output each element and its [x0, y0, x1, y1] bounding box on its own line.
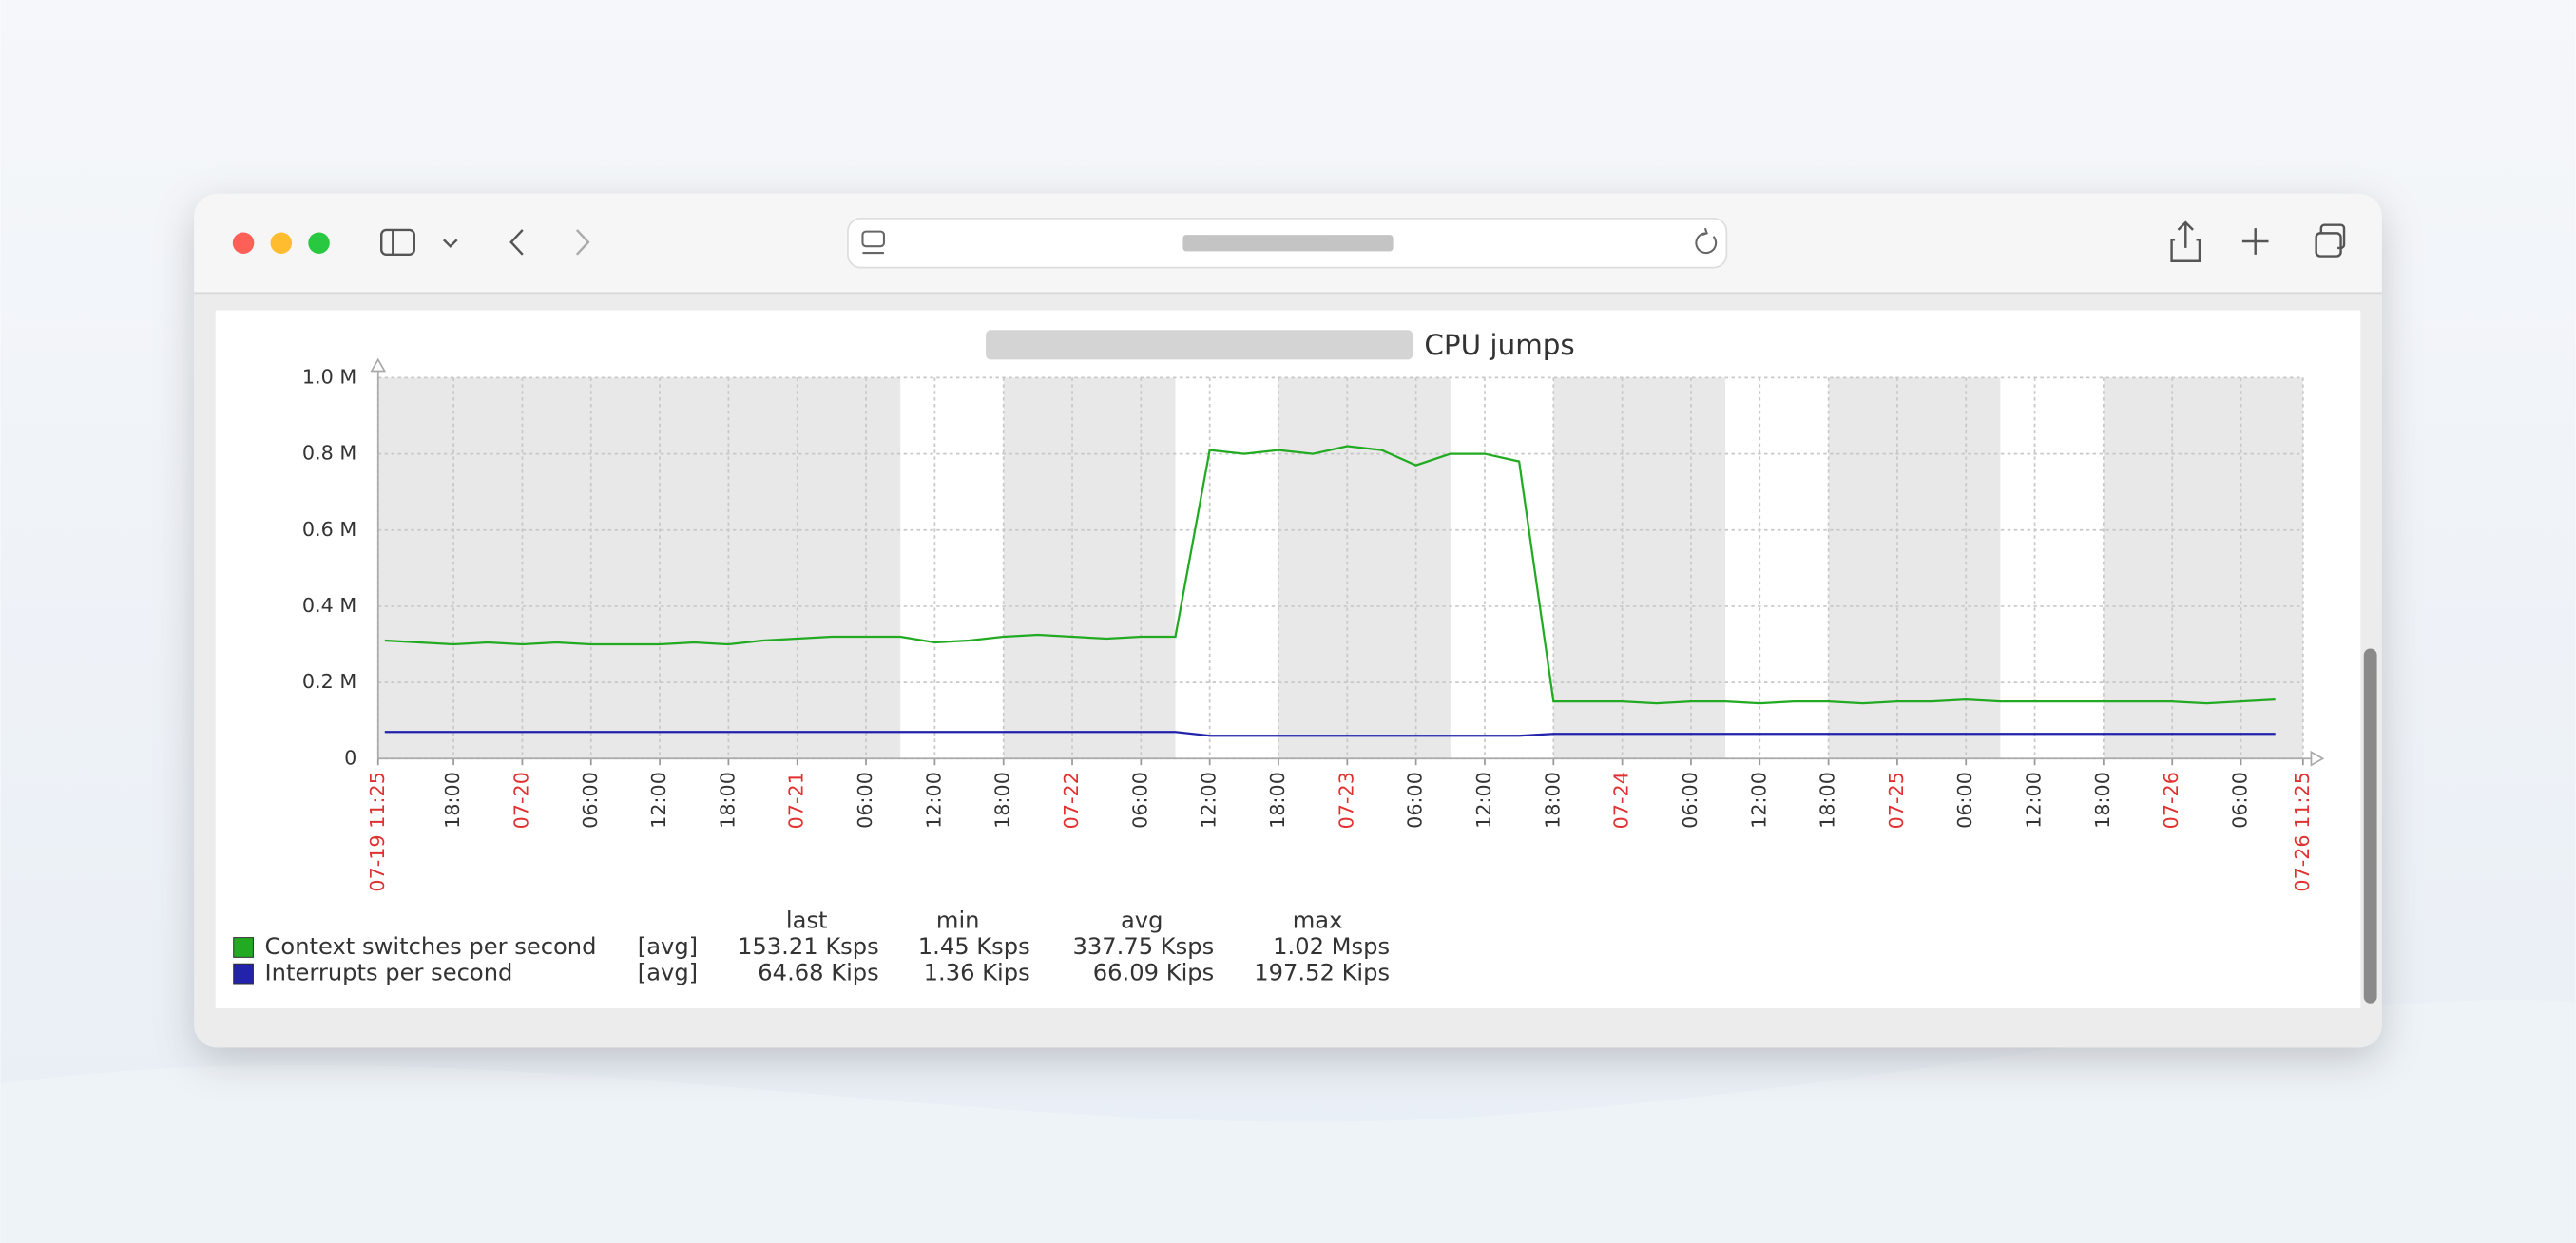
legend-column-header: avg: [1121, 907, 1163, 933]
legend-stat: 337.75 Ksps: [1072, 933, 1214, 960]
legend-stat: 1.02 Msps: [1273, 933, 1390, 960]
legend-stat: 64.68 Kips: [758, 960, 878, 986]
x-tick-label: 12:00: [1747, 772, 1770, 829]
x-tick-label: 06:00: [1128, 772, 1151, 829]
legend-function: [avg]: [638, 960, 698, 986]
series-line: [384, 731, 2276, 737]
x-tick-label: 06:00: [1953, 772, 1976, 829]
x-tick-label: 12:00: [647, 772, 670, 829]
reload-button[interactable]: [1695, 227, 1718, 255]
x-tick-label: 07-22: [1060, 772, 1083, 829]
legend-stat: 1.45 Ksps: [918, 933, 1030, 960]
x-tick-label: 12:00: [1472, 772, 1495, 829]
tab-overview-button[interactable]: [2315, 223, 2346, 258]
x-tick-label: 18:00: [441, 772, 464, 829]
zoom-button[interactable]: [308, 232, 330, 254]
new-tab-button[interactable]: [2241, 228, 2269, 255]
y-tick-label: 0: [344, 746, 356, 769]
x-tick-label: 07-20: [509, 772, 532, 829]
shaded-period: [1828, 377, 2001, 759]
chart: 0 0.2 M 0.4 M 0.6 M 0.8 M 1.0 M 07-19 11:25 18:…: [233, 357, 2325, 986]
legend-stat: 66.09 Kips: [1093, 960, 1214, 986]
x-tick-label: 07-26 11:25: [2291, 772, 2314, 892]
toolbar-icons: [380, 220, 2346, 262]
legend-swatch: [233, 963, 254, 985]
y-tick-label: 0.8 M: [302, 442, 356, 465]
x-tick-label: 07-21: [785, 772, 808, 829]
x-tick-label: 18:00: [1266, 772, 1289, 829]
y-tick-label: 1.0 M: [302, 365, 356, 388]
blurred-url: [1182, 235, 1394, 252]
x-tick-label: 06:00: [579, 772, 602, 829]
y-tick-label: 0.6 M: [302, 518, 356, 541]
x-tick-label: 12:00: [2023, 772, 2046, 829]
sidebar-menu-button[interactable]: [443, 239, 458, 248]
forward-button[interactable]: [575, 229, 590, 256]
x-tick-label: 12:00: [1198, 772, 1221, 829]
legend-stat: 153.21 Ksps: [738, 933, 879, 960]
y-tick-label: 0.2 M: [302, 670, 356, 693]
legend-label: Interrupts per second: [265, 960, 513, 986]
x-tick-label: 18:00: [1541, 772, 1564, 829]
x-tick-label: 07-25: [1885, 772, 1908, 829]
x-tick-label: 06:00: [2229, 772, 2252, 829]
sidebar-button[interactable]: [380, 228, 415, 257]
legend-function: [avg]: [638, 933, 698, 960]
page-menu-icon[interactable]: [861, 230, 885, 255]
legend-column-header: max: [1293, 907, 1343, 933]
y-tick-label: 0.4 M: [302, 594, 356, 617]
back-button[interactable]: [509, 229, 524, 256]
legend-column-header: last: [786, 907, 828, 933]
legend-swatch: [233, 937, 254, 958]
shaded-period: [1278, 377, 1451, 759]
x-tick-label: 07-24: [1610, 772, 1633, 829]
legend-column-header: min: [936, 907, 980, 933]
x-tick-label: 07-19 11:25: [366, 772, 389, 892]
shaded-period: [1553, 377, 1726, 759]
series-line: [384, 445, 2276, 705]
x-tick-label: 06:00: [1404, 772, 1427, 829]
x-tick-label: 18:00: [1817, 772, 1839, 829]
x-tick-label: 18:00: [716, 772, 739, 829]
x-tick-label: 07-23: [1335, 772, 1357, 829]
x-tick-label: 18:00: [2091, 772, 2114, 829]
share-button[interactable]: [2170, 220, 2201, 262]
legend-label: Context switches per second: [265, 933, 597, 960]
x-tick-label: 18:00: [991, 772, 1014, 829]
x-axis-arrow: [2310, 750, 2325, 767]
blurred-host-name: [986, 330, 1413, 360]
x-tick-label: 07-26: [2160, 772, 2182, 829]
shaded-period: [1003, 377, 1176, 759]
x-tick-label: 06:00: [854, 772, 876, 829]
legend-stat: 197.52 Kips: [1254, 960, 1390, 986]
chart-title: CPU jumps: [1424, 329, 1574, 361]
minimize-button[interactable]: [270, 232, 293, 254]
x-tick-label: 12:00: [922, 772, 945, 829]
shaded-period: [377, 377, 901, 759]
close-button[interactable]: [232, 232, 255, 254]
y-axis-arrow: [370, 357, 387, 373]
scrollbar-thumb[interactable]: [2363, 648, 2377, 1004]
background-wave: [0, 1000, 2576, 1243]
x-tick-label: 06:00: [1679, 772, 1701, 829]
shaded-period: [2103, 377, 2303, 759]
legend-stat: 1.36 Kips: [924, 960, 1030, 986]
